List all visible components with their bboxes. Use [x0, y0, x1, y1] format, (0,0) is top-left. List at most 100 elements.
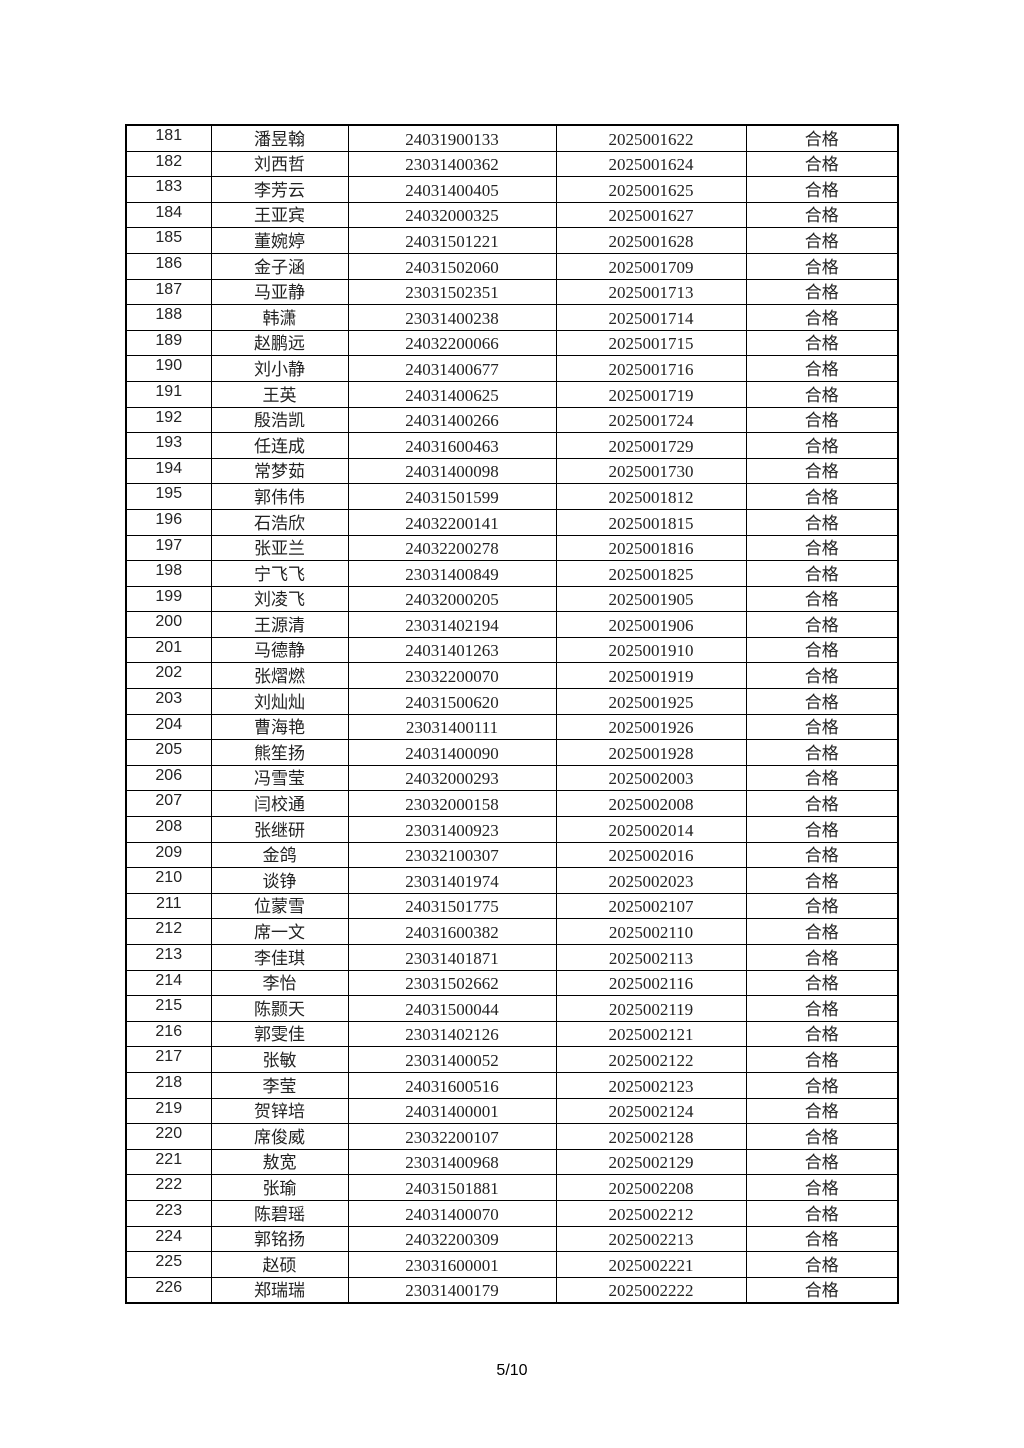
row-number: 218	[125, 1071, 212, 1099]
result-status: 合格	[745, 508, 899, 536]
certificate-number: 2025002014	[555, 816, 747, 843]
result-status: 合格	[745, 1251, 899, 1278]
student-id: 24031400405	[347, 176, 557, 203]
certificate-number: 2025002121	[555, 1020, 747, 1048]
student-id: 24031500044	[347, 995, 557, 1022]
certificate-number: 2025002122	[555, 1046, 747, 1073]
student-name: 郑瑞瑞	[210, 1276, 349, 1304]
table-row: 217 张敏 23031400052 2025002122 合格	[125, 1046, 899, 1073]
result-status: 合格	[745, 892, 899, 920]
student-id: 24031900133	[347, 124, 557, 152]
certificate-number: 2025001715	[555, 329, 747, 357]
row-number: 209	[125, 841, 212, 869]
student-id: 24031502060	[347, 252, 557, 280]
student-name: 殷浩凯	[210, 406, 349, 434]
student-id: 23031600001	[347, 1251, 557, 1278]
student-name: 韩潇	[210, 304, 349, 331]
student-name: 赵鹏远	[210, 329, 349, 357]
student-name: 郭伟伟	[210, 483, 349, 510]
row-number: 216	[125, 1020, 212, 1048]
result-status: 合格	[745, 252, 899, 280]
results-table: 181 潘昱翰 24031900133 2025001622 合格 182 刘西哲 23031…	[125, 124, 899, 1305]
table-row: 212 席一文 24031600382 2025002110 合格	[125, 918, 899, 945]
student-id: 24031401263	[347, 636, 557, 664]
student-id: 24032200278	[347, 534, 557, 562]
row-number: 204	[125, 713, 212, 741]
student-id: 23031502662	[347, 969, 557, 997]
page-number: 5/10	[496, 1362, 528, 1379]
row-number: 211	[125, 892, 212, 920]
table-row: 183 李芳云 24031400405 2025001625 合格	[125, 176, 899, 203]
row-number: 199	[125, 585, 212, 613]
table-row: 210 谈铮 23031401974 2025002023 合格	[125, 867, 899, 894]
result-status: 合格	[745, 380, 899, 408]
student-name: 王英	[210, 380, 349, 408]
result-status: 合格	[745, 1148, 899, 1176]
student-id: 23031401974	[347, 867, 557, 894]
row-number: 225	[125, 1251, 212, 1278]
certificate-number: 2025002023	[555, 867, 747, 894]
row-number: 219	[125, 1097, 212, 1125]
student-name: 位蒙雪	[210, 892, 349, 920]
certificate-number: 2025001714	[555, 304, 747, 331]
student-name: 张熠燃	[210, 662, 349, 690]
certificate-number: 2025001925	[555, 688, 747, 715]
certificate-number: 2025002110	[555, 918, 747, 945]
student-id: 23031400238	[347, 304, 557, 331]
table-row: 226 郑瑞瑞 23031400179 2025002222 合格	[125, 1276, 899, 1304]
student-name: 马亚静	[210, 278, 349, 306]
student-id: 24031500620	[347, 688, 557, 715]
result-status: 合格	[745, 150, 899, 178]
row-number: 206	[125, 764, 212, 792]
row-number: 183	[125, 176, 212, 203]
result-status: 合格	[745, 688, 899, 715]
certificate-number: 2025001724	[555, 406, 747, 434]
result-status: 合格	[745, 355, 899, 382]
row-number: 215	[125, 995, 212, 1022]
certificate-number: 2025002129	[555, 1148, 747, 1176]
row-number: 192	[125, 406, 212, 434]
student-id: 24031400625	[347, 380, 557, 408]
student-name: 李怡	[210, 969, 349, 997]
table-row: 193 任连成 24031600463 2025001729 合格	[125, 432, 899, 459]
student-name: 熊笙扬	[210, 739, 349, 766]
row-number: 223	[125, 1199, 212, 1227]
student-id: 24031400098	[347, 457, 557, 485]
table-row: 187 马亚静 23031502351 2025001713 合格	[125, 278, 899, 306]
student-name: 陈颢天	[210, 995, 349, 1022]
student-id: 24031600516	[347, 1071, 557, 1099]
row-number: 201	[125, 636, 212, 664]
student-name: 李芳云	[210, 176, 349, 203]
result-status: 合格	[745, 1225, 899, 1253]
student-name: 闫校通	[210, 790, 349, 818]
student-name: 郭雯佳	[210, 1020, 349, 1048]
result-status: 合格	[745, 713, 899, 741]
student-name: 刘小静	[210, 355, 349, 382]
result-status: 合格	[745, 611, 899, 638]
table-row: 207 闫校通 23032000158 2025002008 合格	[125, 790, 899, 818]
row-number: 185	[125, 227, 212, 254]
row-number: 186	[125, 252, 212, 280]
table-row: 209 金鸽 23032100307 2025002016 合格	[125, 841, 899, 869]
row-number: 184	[125, 201, 212, 229]
certificate-number: 2025001919	[555, 662, 747, 690]
row-number: 226	[125, 1276, 212, 1304]
result-status: 合格	[745, 1046, 899, 1073]
student-name: 郭铭扬	[210, 1225, 349, 1253]
certificate-number: 2025001628	[555, 227, 747, 254]
row-number: 194	[125, 457, 212, 485]
table-row: 222 张瑜 24031501881 2025002208 合格	[125, 1174, 899, 1201]
table-row: 201 马德静 24031401263 2025001910 合格	[125, 636, 899, 664]
student-id: 24032000205	[347, 585, 557, 613]
table-row: 216 郭雯佳 23031402126 2025002121 合格	[125, 1020, 899, 1048]
row-number: 203	[125, 688, 212, 715]
result-status: 合格	[745, 739, 899, 766]
student-id: 24031501599	[347, 483, 557, 510]
table-row: 196 石浩欣 24032200141 2025001815 合格	[125, 508, 899, 536]
result-status: 合格	[745, 764, 899, 792]
certificate-number: 2025002208	[555, 1174, 747, 1201]
result-status: 合格	[745, 636, 899, 664]
table-row: 189 赵鹏远 24032200066 2025001715 合格	[125, 329, 899, 357]
table-row: 213 李佳琪 23031401871 2025002113 合格	[125, 944, 899, 971]
certificate-number: 2025001627	[555, 201, 747, 229]
